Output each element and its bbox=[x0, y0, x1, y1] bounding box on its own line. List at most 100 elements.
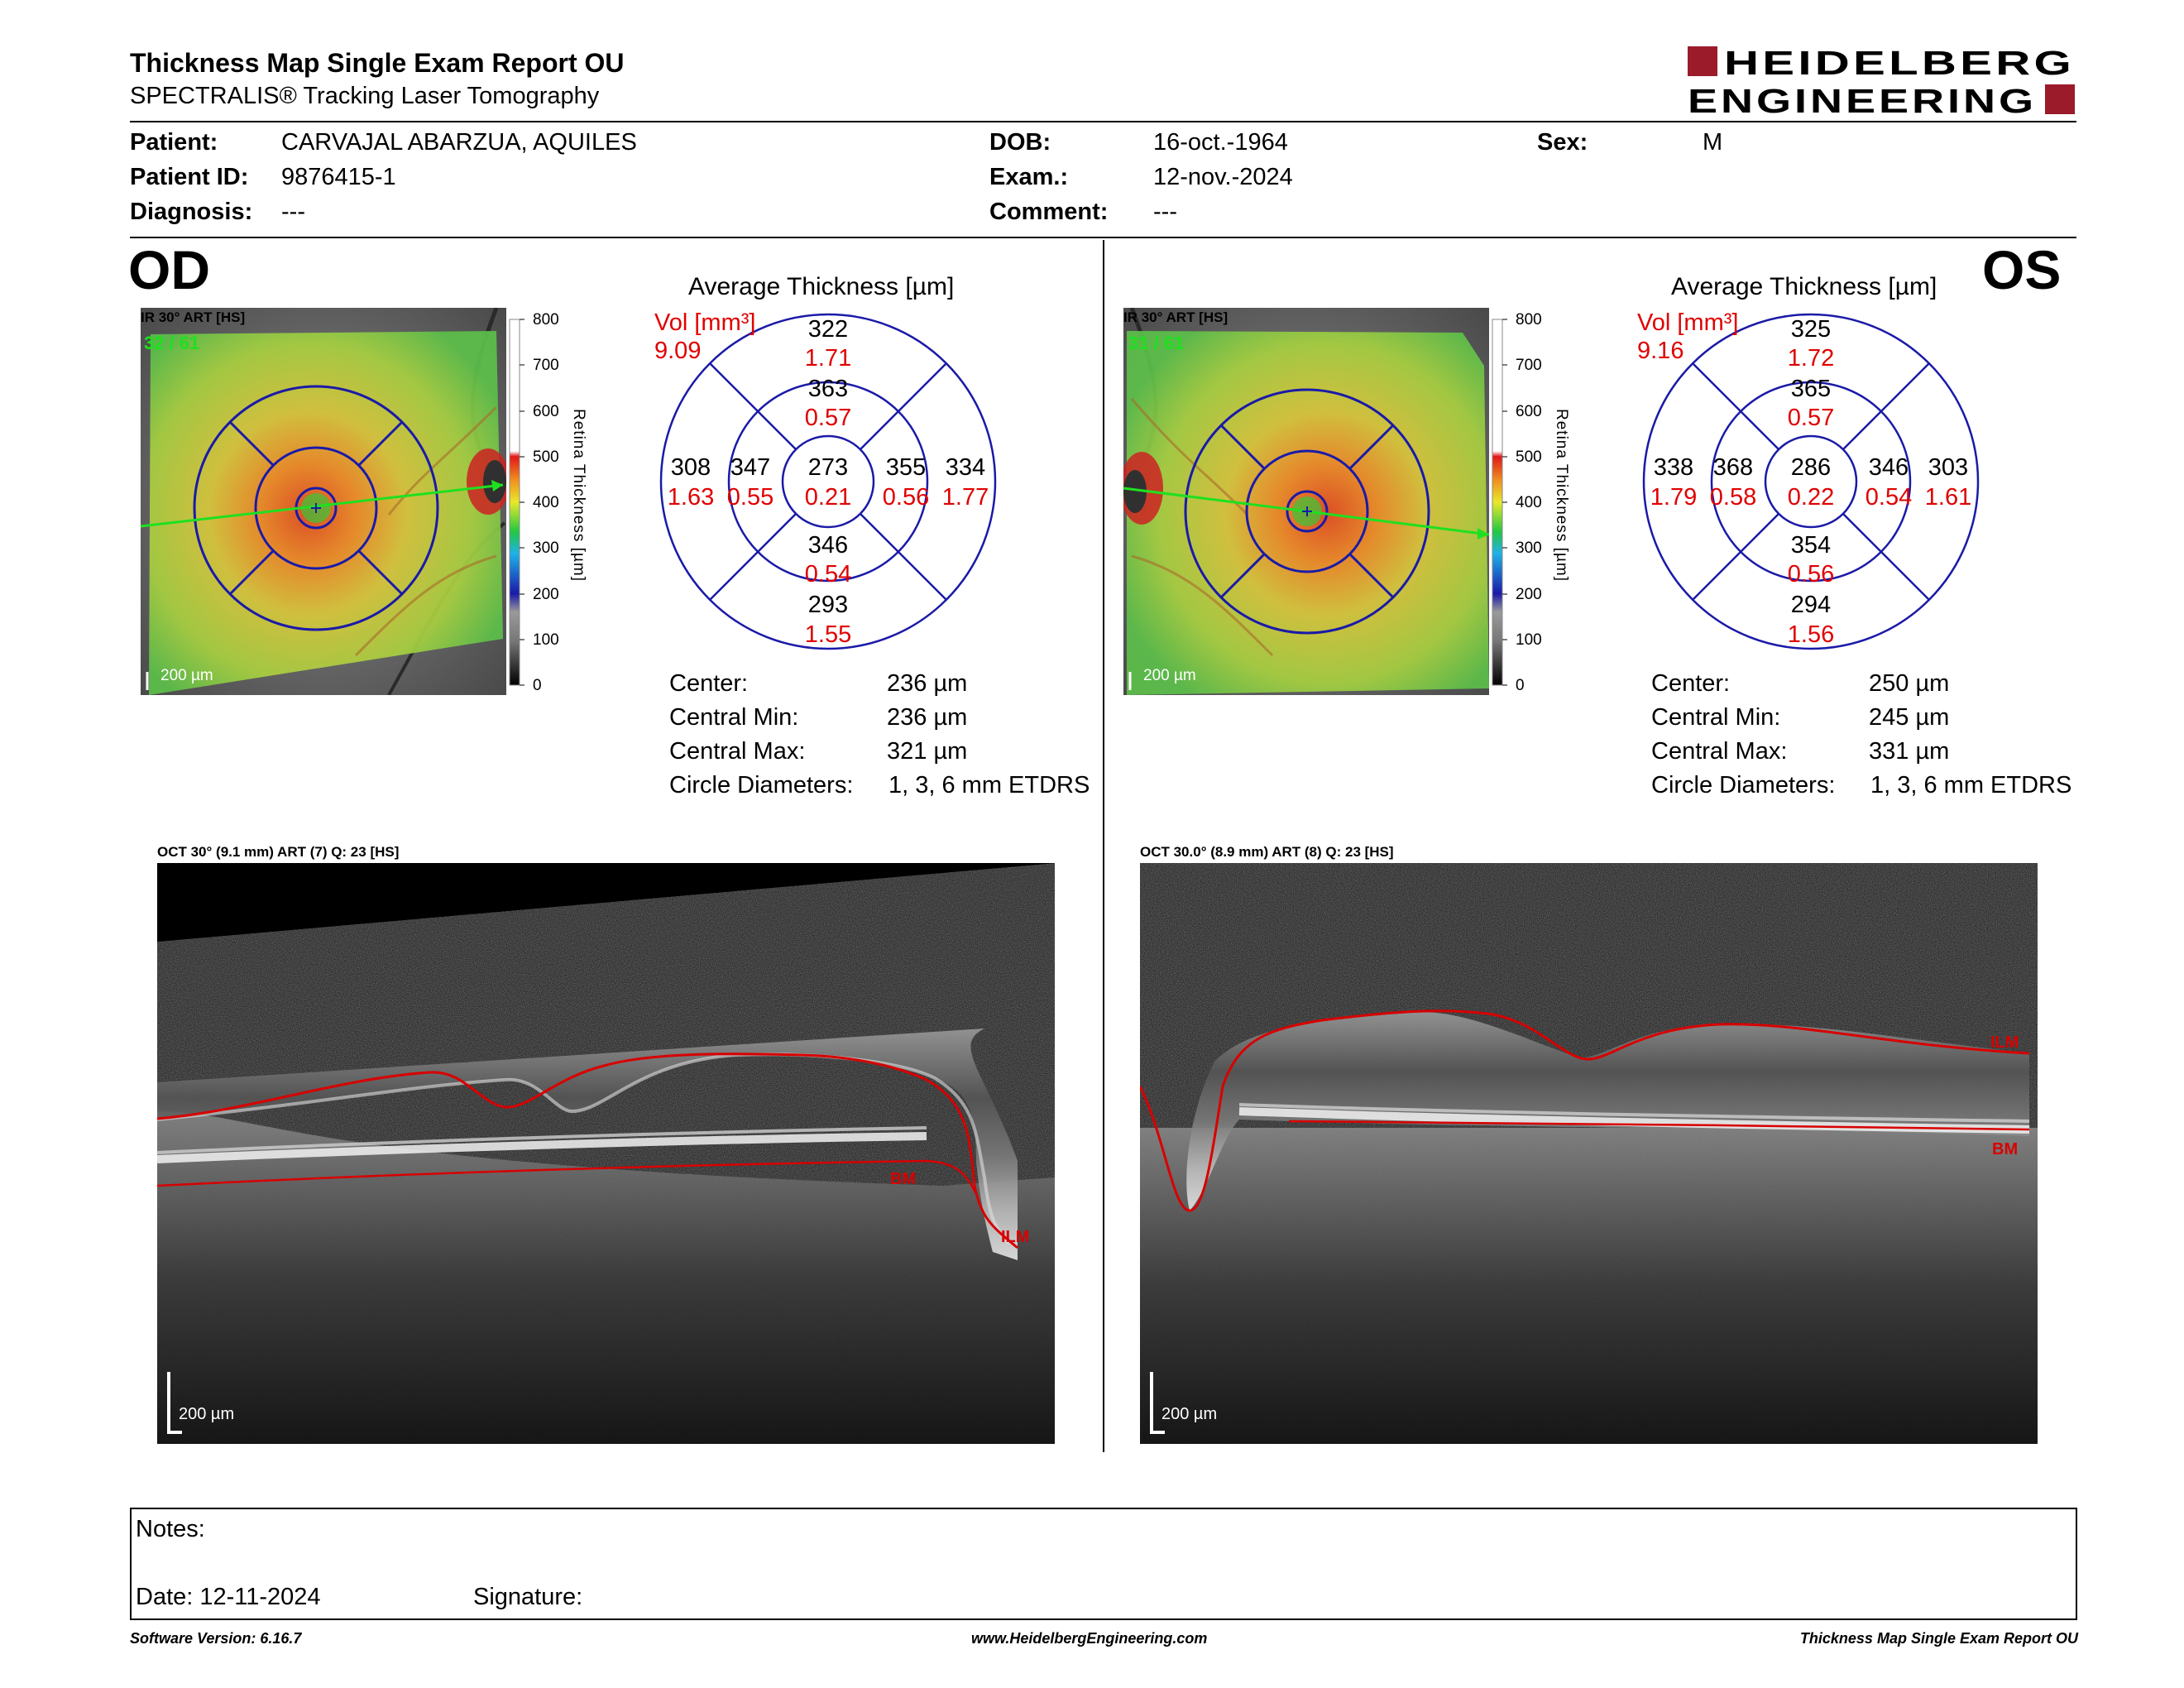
od-center-label: Center: bbox=[669, 670, 749, 697]
diagnosis-label: Diagnosis: bbox=[130, 199, 253, 225]
os-cmax-label: Central Max: bbox=[1651, 738, 1788, 765]
os-cbar-tick: 700 bbox=[1516, 357, 1542, 374]
od-cbar-tick: 700 bbox=[533, 357, 559, 374]
od-diam-value: 1, 3, 6 mm ETDRS bbox=[888, 772, 1090, 798]
sex-label: Sex: bbox=[1537, 129, 1588, 156]
od-center-value: 236 µm bbox=[887, 670, 968, 697]
od-cmin-value: 236 µm bbox=[887, 704, 968, 731]
patient-name: CARVAJAL ABARZUA, AQUILES bbox=[281, 129, 637, 156]
os-vol-label: Vol [mm³] bbox=[1637, 309, 1739, 336]
footer-report-name: Thickness Map Single Exam Report OU bbox=[1799, 1630, 2078, 1647]
report-subtitle: SPECTRALIS® Tracking Laser Tomography bbox=[130, 83, 600, 109]
os-ilm-label: ILM bbox=[1990, 1033, 2019, 1052]
od-vol-value: 9.09 bbox=[654, 338, 702, 364]
os-inner-sup-thk: 365 bbox=[1791, 376, 1831, 402]
od-outer-inf-vol: 1.55 bbox=[805, 621, 851, 648]
os-cbar-tick: 100 bbox=[1516, 631, 1542, 649]
od-bm-label: BM bbox=[890, 1170, 916, 1188]
patient-id-value: 9876415-1 bbox=[281, 164, 396, 190]
od-eye-label: OD bbox=[128, 239, 210, 300]
os-outer-nas-thk: 303 bbox=[1928, 454, 1968, 481]
os-inner-inf-thk: 354 bbox=[1791, 532, 1831, 559]
os-avg-title: Average Thickness [µm] bbox=[1671, 273, 1937, 300]
website-link[interactable]: www.HeidelbergEngineering.com bbox=[971, 1630, 1208, 1647]
header-divider bbox=[130, 121, 2076, 122]
patient-divider bbox=[130, 237, 2076, 238]
notes-box: Notes: Date: 12-11-2024 Signature: bbox=[130, 1508, 2077, 1620]
os-inner-nas-vol: 0.54 bbox=[1866, 484, 1912, 511]
heidelberg-logo: HEIDELBERG ENGINEERING bbox=[1688, 45, 2075, 117]
report-title: Thickness Map Single Exam Report OU bbox=[130, 48, 625, 78]
os-outer-sup-vol: 1.72 bbox=[1788, 345, 1834, 372]
os-oct-bscan: ILM BM 200 µm bbox=[1140, 863, 2038, 1444]
os-cbar-tick: 500 bbox=[1516, 448, 1542, 466]
od-outer-temp-thk: 308 bbox=[671, 454, 711, 481]
od-outer-nas-vol: 1.77 bbox=[942, 484, 989, 511]
notes-label: Notes: bbox=[136, 1516, 205, 1542]
os-cmin-value: 245 µm bbox=[1869, 704, 1950, 731]
od-cbar-tick: 800 bbox=[533, 313, 559, 328]
os-colorbar: 800 700 600 500 400 300 200 100 0 Retina… bbox=[1491, 311, 1590, 694]
os-outer-temp-vol: 1.79 bbox=[1650, 484, 1697, 511]
od-oct-bscan: BM ILM 200 µm bbox=[157, 863, 1055, 1444]
od-outer-temp-vol: 1.63 bbox=[668, 484, 714, 511]
od-vol-label: Vol [mm³] bbox=[654, 309, 756, 336]
os-cbar-tick: 800 bbox=[1516, 313, 1542, 328]
od-fundus-thickness-map: 32 / 61 200 µm bbox=[140, 307, 510, 696]
os-center-vol: 0.22 bbox=[1788, 484, 1834, 511]
software-version: Software Version: 6.16.7 bbox=[130, 1630, 302, 1647]
os-cmax-value: 331 µm bbox=[1869, 738, 1950, 765]
od-center-vol: 0.21 bbox=[805, 484, 851, 511]
od-outer-sup-vol: 1.71 bbox=[805, 345, 851, 372]
logo-line2: ENGINEERING bbox=[1688, 82, 2037, 117]
od-colorbar: 800 700 600 500 400 300 200 100 0 Retina… bbox=[508, 311, 607, 694]
od-ilm-label: ILM bbox=[1001, 1228, 1029, 1246]
os-fundus-scale: 200 µm bbox=[1143, 667, 1196, 684]
od-inner-inf-thk: 346 bbox=[808, 532, 848, 559]
od-inner-temp-thk: 347 bbox=[730, 454, 770, 481]
od-cbar-tick: 600 bbox=[533, 403, 559, 420]
os-cbar-tick: 0 bbox=[1516, 677, 1525, 692]
od-cbar-tick: 0 bbox=[533, 677, 542, 692]
od-inner-nas-thk: 355 bbox=[886, 454, 926, 481]
dob-value: 16-oct.-1964 bbox=[1153, 129, 1288, 156]
os-diam-label: Circle Diameters: bbox=[1651, 772, 1836, 798]
od-cmax-label: Central Max: bbox=[669, 738, 806, 765]
od-cbar-tick: 100 bbox=[533, 631, 559, 649]
od-cmax-value: 321 µm bbox=[887, 738, 968, 765]
os-cbar-tick: 300 bbox=[1516, 539, 1542, 557]
os-center-value: 250 µm bbox=[1869, 670, 1950, 697]
od-oct-label: OCT 30° (9.1 mm) ART (7) Q: 23 [HS] bbox=[157, 844, 400, 860]
od-fundus-scale: 200 µm bbox=[160, 667, 213, 684]
od-cbar-tick: 300 bbox=[533, 539, 559, 557]
od-oct-scale: 200 µm bbox=[179, 1405, 234, 1423]
os-outer-nas-vol: 1.61 bbox=[1925, 484, 1971, 511]
od-inner-sup-vol: 0.57 bbox=[805, 405, 851, 431]
od-cbar-title: Retina Thickness [µm] bbox=[570, 409, 587, 582]
os-inner-nas-thk: 346 bbox=[1869, 454, 1909, 481]
od-outer-nas-thk: 334 bbox=[946, 454, 985, 481]
comment-value: --- bbox=[1153, 199, 1177, 225]
eye-divider bbox=[1103, 240, 1104, 1452]
od-inner-nas-vol: 0.56 bbox=[883, 484, 929, 511]
os-inner-temp-vol: 0.58 bbox=[1710, 484, 1756, 511]
date-label: Date: 12-11-2024 bbox=[136, 1584, 321, 1610]
os-outer-sup-thk: 325 bbox=[1791, 316, 1831, 343]
od-cbar-tick: 500 bbox=[533, 448, 559, 466]
od-etdrs-grid: 322 1.71 363 0.57 308 1.63 347 0.55 273 … bbox=[654, 308, 1009, 655]
os-cbar-tick: 200 bbox=[1516, 586, 1542, 603]
os-outer-inf-vol: 1.56 bbox=[1788, 621, 1834, 648]
od-avg-title: Average Thickness [µm] bbox=[688, 273, 955, 300]
os-eye-label: OS bbox=[1982, 239, 2062, 300]
od-inner-sup-thk: 363 bbox=[808, 376, 848, 402]
logo-line1: HEIDELBERG bbox=[1724, 45, 2075, 82]
os-cbar-title: Retina Thickness [µm] bbox=[1553, 409, 1570, 582]
comment-label: Comment: bbox=[989, 199, 1109, 225]
dob-label: DOB: bbox=[989, 129, 1051, 156]
exam-label: Exam.: bbox=[989, 164, 1069, 190]
exam-value: 12-nov.-2024 bbox=[1153, 164, 1293, 190]
od-inner-inf-vol: 0.54 bbox=[805, 561, 851, 587]
diagnosis-value: --- bbox=[281, 199, 305, 225]
os-oct-label: OCT 30.0° (8.9 mm) ART (8) Q: 23 [HS] bbox=[1140, 844, 1394, 860]
os-center-thk: 286 bbox=[1791, 454, 1831, 481]
